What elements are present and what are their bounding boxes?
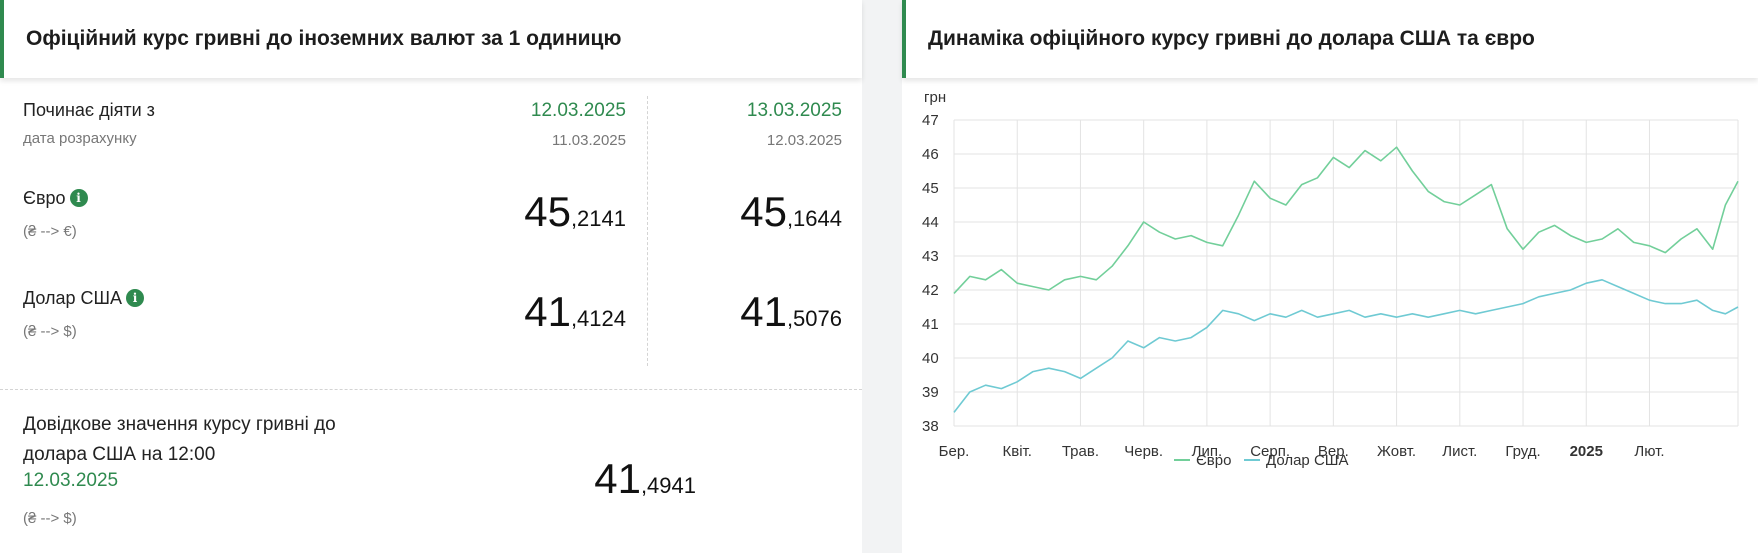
y-tick-label: 38 (922, 418, 939, 435)
rate-fraction: ,4941 (640, 473, 696, 498)
x-tick-label: Бер. (939, 443, 970, 460)
y-tick-label: 39 (922, 384, 939, 401)
rates-panel-header: Офіційний курс гривні до іноземних валют… (0, 0, 862, 78)
currency-usd-label: Долар США i (23, 288, 145, 309)
rate-fraction: ,5076 (786, 306, 842, 331)
y-tick-label: 47 (922, 112, 939, 129)
rate-integer: 41 (740, 288, 787, 335)
reference-rate-date: 12.03.2025 (23, 470, 119, 491)
x-tick-label: Черв. (1124, 443, 1163, 460)
usd-rate-column-2: 41,5076 (642, 288, 842, 336)
x-tick-label: Трав. (1062, 443, 1099, 460)
rate-integer: 41 (594, 455, 641, 502)
x-tick-label: Лип. (1192, 443, 1223, 460)
series-line-usd (953, 279, 1739, 413)
x-tick-label: 2025 (1570, 443, 1603, 460)
currency-euro-name: Євро (23, 188, 66, 208)
reference-rate-label: Довідкове значення курсу гривні до долар… (23, 414, 336, 465)
usd-rate-column-1: 41,4124 (426, 288, 626, 336)
x-tick-label: Груд. (1505, 443, 1540, 460)
y-tick-label: 40 (922, 350, 939, 367)
reference-rate-value: 41,4941 (496, 455, 696, 503)
y-axis-label: грн (924, 89, 946, 106)
info-icon[interactable]: i (126, 289, 145, 307)
column-1-calc-date: 11.03.2025 (552, 132, 626, 149)
currency-usd-pair: (₴ --> $) (23, 323, 77, 340)
rates-panel-title: Офіційний курс гривні до іноземних валют… (26, 27, 622, 50)
y-tick-label: 44 (922, 214, 939, 231)
y-tick-label: 46 (922, 146, 939, 163)
series-line-euro (953, 146, 1739, 294)
dynamics-panel-title: Динаміка офіційного курсу гривні до дола… (928, 27, 1535, 50)
column-2-effective-date: 13.03.2025 (746, 100, 842, 121)
x-tick-label: Лют. (1634, 443, 1664, 460)
section-divider (0, 389, 862, 390)
euro-rate-column-2: 45,1644 (642, 188, 842, 236)
rate-integer: 45 (740, 188, 787, 235)
y-tick-label: 41 (922, 316, 939, 333)
y-tick-label: 45 (922, 180, 939, 197)
exchange-rates-panel: Офіційний курс гривні до іноземних валют… (0, 0, 862, 553)
euro-rate-column-1: 45,2141 (426, 188, 626, 236)
legend-label: Долар США (1266, 452, 1349, 469)
column-divider (647, 96, 648, 366)
x-tick-label: Вер. (1318, 443, 1349, 460)
rate-integer: 41 (524, 288, 571, 335)
legend-label: Євро (1196, 452, 1231, 469)
rates-table: Починає діяти з дата розрахунку 12.03.20… (0, 78, 862, 388)
x-tick-label: Лист. (1442, 443, 1477, 460)
x-tick-label: Жовт. (1377, 443, 1416, 460)
rate-fraction: ,1644 (786, 206, 842, 231)
rates-dynamics-panel: Динаміка офіційного курсу гривні до дола… (902, 0, 1758, 553)
currency-euro-pair: (₴ --> €) (23, 223, 77, 240)
column-2-calc-date: 12.03.2025 (766, 132, 842, 149)
rate-fraction: ,2141 (570, 206, 626, 231)
y-tick-label: 43 (922, 248, 939, 265)
dynamics-panel-header: Динаміка офіційного курсу гривні до дола… (902, 0, 1758, 78)
rate-fraction: ,4124 (570, 306, 626, 331)
x-tick-label: Квіт. (1003, 443, 1032, 460)
reference-rate-pair: (₴ --> $) (23, 510, 77, 527)
calc-date-label: дата розрахунку (23, 130, 137, 147)
effective-date-label: Починає діяти з (23, 100, 155, 120)
x-tick-label: Серп. (1250, 443, 1290, 460)
currency-usd-name: Долар США (23, 288, 123, 308)
info-icon[interactable]: i (69, 189, 88, 207)
rates-chart-container: грн 38 39 40 41 42 43 44 45 46 47 Бер. Квіт. Трав. Чер… (902, 78, 1758, 553)
rates-line-chart: грн 38 39 40 41 42 43 44 45 46 47 Бер. Квіт. Трав. Чер… (922, 89, 1739, 469)
rate-integer: 45 (524, 188, 571, 235)
currency-euro-label: Євро i (23, 188, 88, 209)
y-tick-label: 42 (922, 282, 939, 299)
column-1-effective-date: 12.03.2025 (530, 100, 626, 121)
